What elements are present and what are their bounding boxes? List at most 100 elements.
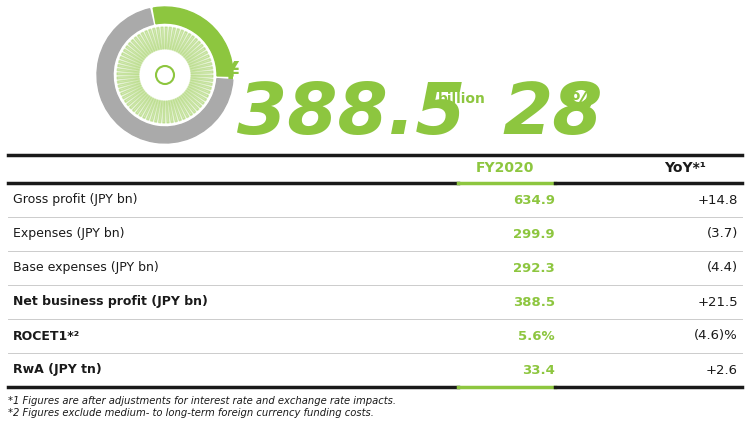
Circle shape	[155, 65, 175, 85]
Wedge shape	[179, 96, 192, 116]
Text: RwA (JPY tn): RwA (JPY tn)	[13, 363, 102, 377]
Wedge shape	[189, 84, 210, 94]
Wedge shape	[128, 42, 146, 58]
Wedge shape	[119, 61, 140, 68]
Wedge shape	[119, 83, 141, 91]
Wedge shape	[186, 47, 206, 61]
Text: 388.5: 388.5	[237, 80, 465, 149]
Wedge shape	[186, 90, 204, 104]
Wedge shape	[190, 63, 212, 69]
Text: billion: billion	[438, 92, 486, 106]
Text: +2.6: +2.6	[706, 363, 738, 377]
Wedge shape	[173, 99, 182, 121]
Wedge shape	[147, 99, 156, 120]
Text: (4.4): (4.4)	[707, 262, 738, 274]
Wedge shape	[154, 100, 161, 122]
Wedge shape	[161, 27, 164, 49]
Wedge shape	[117, 76, 139, 79]
Wedge shape	[191, 67, 212, 72]
Text: (3.7): (3.7)	[707, 228, 738, 240]
Wedge shape	[141, 32, 153, 53]
Wedge shape	[183, 41, 200, 57]
Wedge shape	[171, 100, 177, 122]
Wedge shape	[187, 88, 206, 101]
Text: 299.9: 299.9	[513, 228, 555, 240]
Wedge shape	[123, 49, 143, 62]
Wedge shape	[121, 53, 142, 64]
Text: 634.9: 634.9	[513, 194, 555, 206]
Wedge shape	[123, 87, 142, 99]
Wedge shape	[132, 94, 148, 112]
Wedge shape	[117, 65, 140, 70]
Wedge shape	[129, 92, 147, 109]
Wedge shape	[190, 80, 212, 86]
Text: 388.5: 388.5	[513, 296, 555, 309]
Wedge shape	[189, 59, 211, 67]
Wedge shape	[131, 39, 147, 57]
Wedge shape	[143, 98, 154, 118]
Wedge shape	[177, 98, 189, 118]
Wedge shape	[191, 75, 213, 77]
Text: *2 Figures exclude medium- to long-term foreign currency funding costs.: *2 Figures exclude medium- to long-term …	[8, 408, 374, 418]
Text: +14.8: +14.8	[698, 194, 738, 206]
Wedge shape	[126, 46, 144, 60]
Wedge shape	[184, 91, 202, 107]
Text: Net business profit (JPY bn): Net business profit (JPY bn)	[13, 296, 208, 309]
Wedge shape	[117, 78, 139, 84]
Wedge shape	[153, 28, 159, 50]
Text: +21.5: +21.5	[697, 296, 738, 309]
Wedge shape	[144, 30, 155, 51]
Wedge shape	[191, 77, 213, 81]
Wedge shape	[124, 89, 144, 103]
Wedge shape	[156, 27, 162, 50]
Wedge shape	[191, 71, 213, 74]
Text: Base expenses (JPY bn): Base expenses (JPY bn)	[13, 262, 159, 274]
Wedge shape	[138, 34, 151, 53]
Wedge shape	[97, 9, 233, 143]
Text: YoY*¹: YoY*¹	[664, 161, 706, 175]
Text: (4.6)%: (4.6)%	[694, 329, 738, 343]
Wedge shape	[175, 99, 186, 119]
Wedge shape	[185, 44, 203, 59]
Text: Gross profit (JPY bn): Gross profit (JPY bn)	[13, 194, 138, 206]
Text: 292.3: 292.3	[513, 262, 555, 274]
Wedge shape	[118, 80, 140, 88]
Wedge shape	[172, 29, 180, 50]
Text: FY2020: FY2020	[476, 161, 534, 175]
Wedge shape	[150, 100, 159, 122]
Wedge shape	[170, 28, 176, 50]
Text: 28: 28	[502, 80, 602, 149]
Wedge shape	[153, 7, 233, 76]
Wedge shape	[190, 82, 212, 90]
Text: 33.4: 33.4	[522, 363, 555, 377]
Wedge shape	[165, 27, 168, 49]
Wedge shape	[182, 38, 197, 56]
Wedge shape	[120, 85, 141, 95]
Wedge shape	[134, 37, 150, 55]
Text: *1 Figures are after adjustments for interest rate and exchange rate impacts.: *1 Figures are after adjustments for int…	[8, 396, 396, 406]
Wedge shape	[135, 95, 150, 114]
Wedge shape	[163, 101, 165, 123]
Wedge shape	[168, 27, 171, 49]
Wedge shape	[149, 29, 157, 50]
Wedge shape	[120, 57, 141, 66]
Wedge shape	[168, 101, 174, 122]
Wedge shape	[117, 72, 139, 75]
Wedge shape	[176, 31, 187, 52]
Wedge shape	[174, 30, 183, 51]
Text: ¥: ¥	[222, 60, 239, 84]
Wedge shape	[183, 93, 199, 110]
Text: Expenses (JPY bn): Expenses (JPY bn)	[13, 228, 124, 240]
Wedge shape	[181, 95, 196, 113]
Wedge shape	[188, 86, 209, 97]
Wedge shape	[180, 36, 194, 54]
Text: %: %	[570, 92, 591, 112]
Wedge shape	[178, 34, 191, 53]
Wedge shape	[188, 55, 209, 65]
Text: ROCET1*²: ROCET1*²	[13, 329, 80, 343]
Text: 5.6%: 5.6%	[518, 329, 555, 343]
Wedge shape	[166, 101, 169, 123]
Wedge shape	[188, 51, 208, 63]
Wedge shape	[117, 69, 139, 73]
Wedge shape	[159, 101, 163, 123]
